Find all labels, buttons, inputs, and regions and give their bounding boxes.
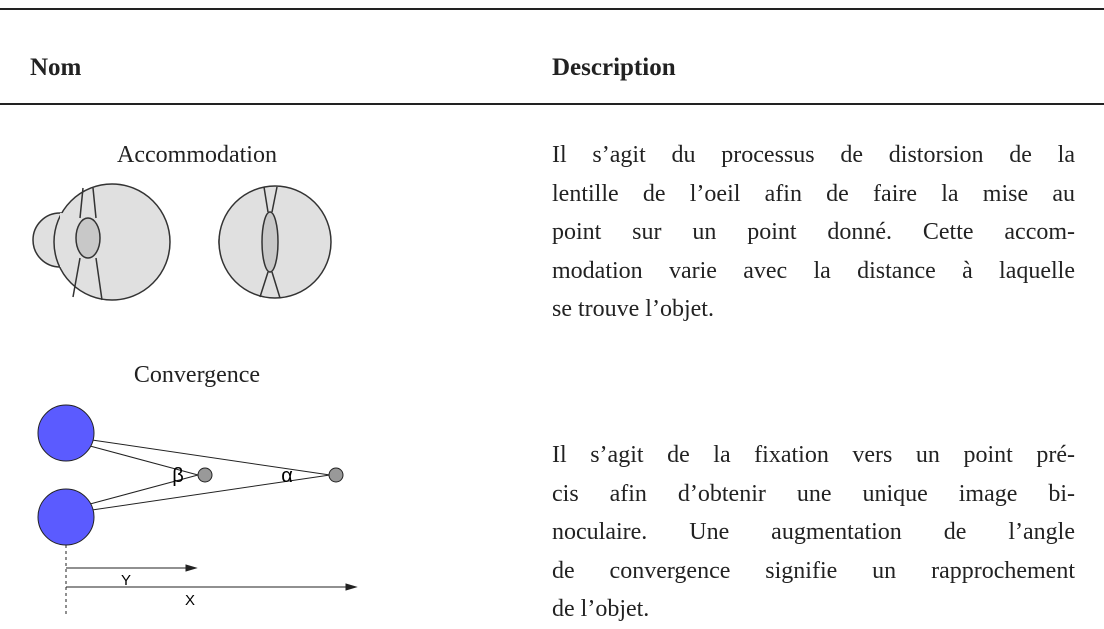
row-description: Il s’agit du processus de distorsion de … bbox=[552, 136, 1075, 329]
description-line: Il s’agit du processus de distorsion de … bbox=[552, 142, 1075, 168]
angle-label: α bbox=[281, 465, 293, 487]
convergence-diagram bbox=[37, 404, 358, 614]
distance-label: X bbox=[185, 592, 195, 609]
row-name: Convergence bbox=[133, 362, 261, 388]
eye-diagram bbox=[218, 185, 332, 299]
eye-diagram bbox=[32, 183, 171, 301]
description-line: lentille de l’oeil afin de faire la mise… bbox=[552, 180, 1075, 207]
description-line: de convergence signifie un rapprochement bbox=[552, 557, 1075, 584]
column-header: Description bbox=[552, 54, 676, 81]
description-line: Il s’agit de la fixation vers un point p… bbox=[552, 442, 1075, 468]
row-name: Accommodation bbox=[117, 142, 277, 168]
top-rule bbox=[0, 8, 1104, 10]
description-line: cis afin d’obtenir une unique image bi- bbox=[552, 480, 1075, 507]
row-description: Il s’agit de la fixation vers un point p… bbox=[552, 436, 1075, 629]
description-line: noculaire. Une augmentation de l’angle bbox=[552, 519, 1075, 545]
figures: β α Y X bbox=[32, 183, 358, 614]
description-line: modation varie avec la distance à laquel… bbox=[552, 257, 1075, 284]
description-line: point sur un point donné. Cette accom- bbox=[552, 219, 1075, 245]
header-rule bbox=[0, 103, 1104, 105]
angle-label: β bbox=[172, 465, 184, 487]
column-header: Nom bbox=[30, 54, 82, 81]
description-line: se trouve l’objet. bbox=[552, 296, 714, 322]
distance-label: Y bbox=[121, 572, 131, 589]
page: {"header": {"columns": ["Nom", "Descript… bbox=[0, 8, 1104, 622]
